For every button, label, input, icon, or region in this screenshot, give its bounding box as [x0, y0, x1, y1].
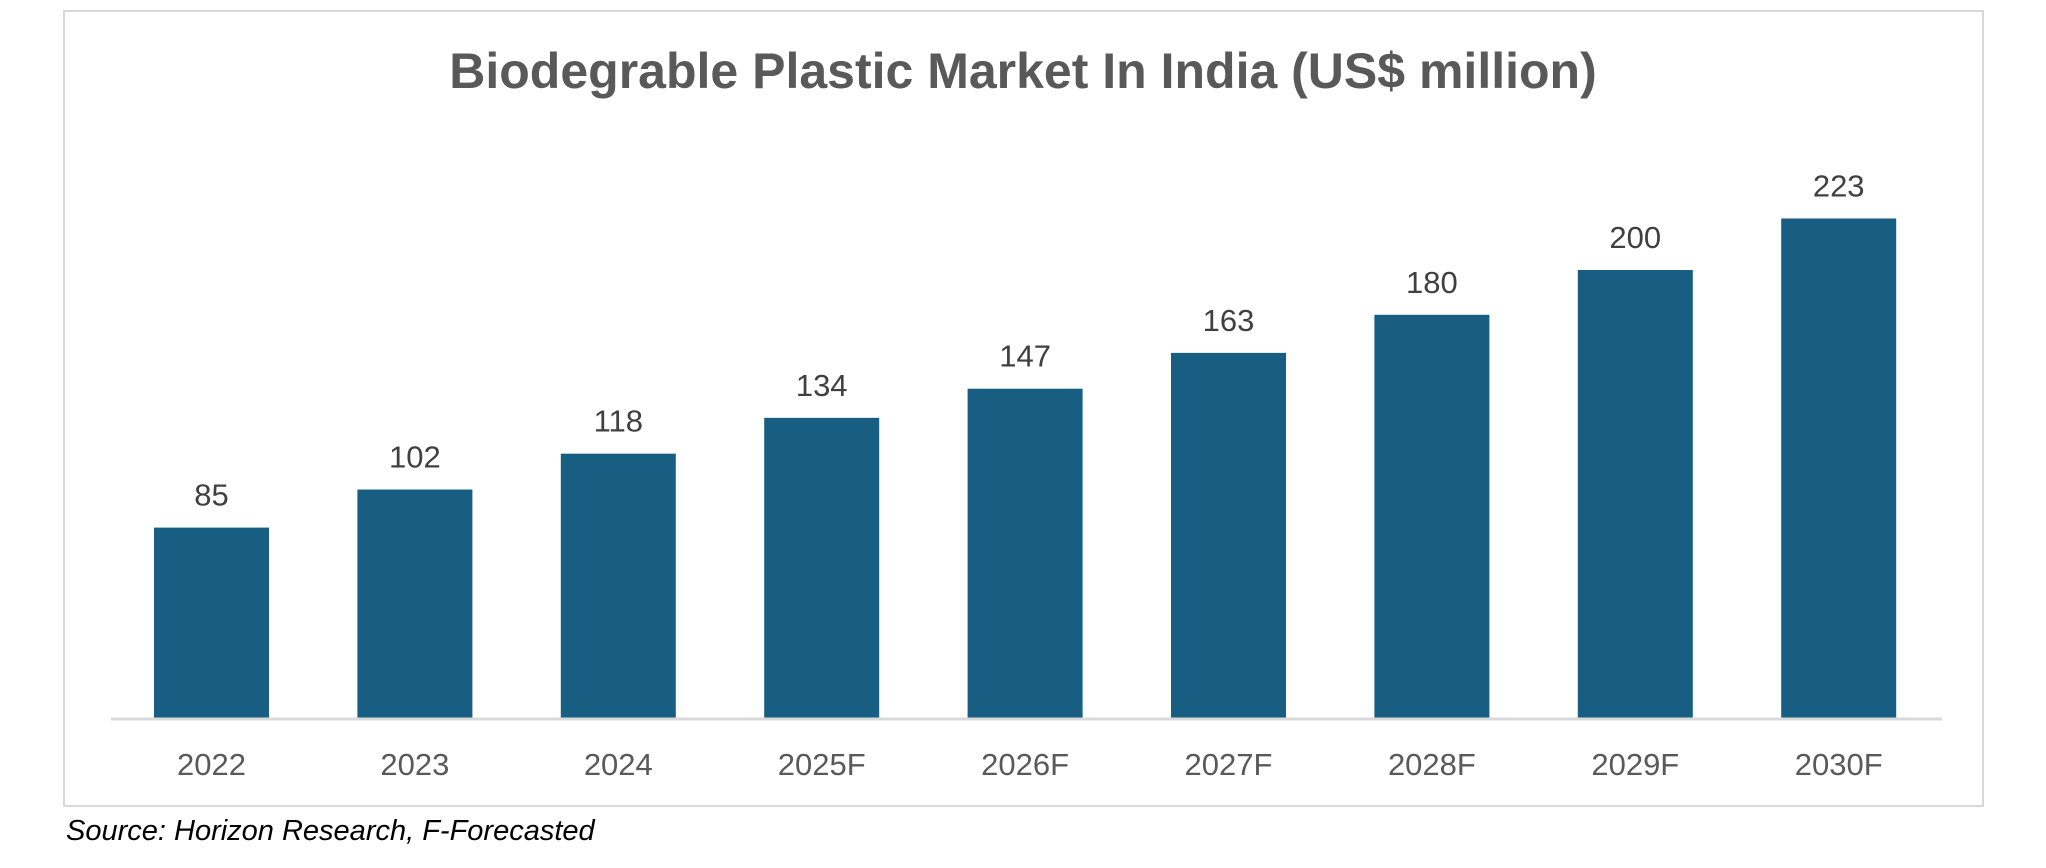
- x-tick-label: 2023: [380, 747, 449, 782]
- source-note: Source: Horizon Research, F-Forecasted: [66, 815, 595, 847]
- x-tick-label: 2024: [584, 747, 653, 782]
- x-tick-label: 2028F: [1388, 747, 1476, 782]
- x-tick-label: 2027F: [1185, 747, 1273, 782]
- x-tick-label: 2030F: [1795, 747, 1883, 782]
- bar: [1171, 352, 1286, 718]
- bar: [1577, 270, 1693, 718]
- data-label: 85: [194, 478, 228, 513]
- bar: [154, 527, 269, 718]
- x-tick-label: 2029F: [1591, 747, 1679, 782]
- data-label: 118: [594, 404, 643, 439]
- chart-title: Biodegrable Plastic Market In India (US$…: [449, 43, 1597, 99]
- data-label: 102: [389, 440, 441, 475]
- x-tick-label: 2026F: [981, 747, 1069, 782]
- bar: [764, 417, 880, 718]
- data-label: 180: [1406, 265, 1458, 300]
- data-label: 147: [999, 339, 1051, 374]
- x-tick-label: 2022: [177, 747, 246, 782]
- chart-frame: [63, 10, 1984, 807]
- bar: [357, 489, 473, 718]
- bar: [1374, 314, 1490, 718]
- data-label: 223: [1813, 168, 1865, 203]
- data-label: 200: [1609, 220, 1661, 255]
- x-tick-label: 2025F: [778, 747, 866, 782]
- data-label: 163: [1203, 303, 1255, 338]
- bar: [1781, 218, 1897, 719]
- bar: [967, 388, 1083, 718]
- data-label: 134: [796, 368, 848, 403]
- bar: [560, 453, 676, 718]
